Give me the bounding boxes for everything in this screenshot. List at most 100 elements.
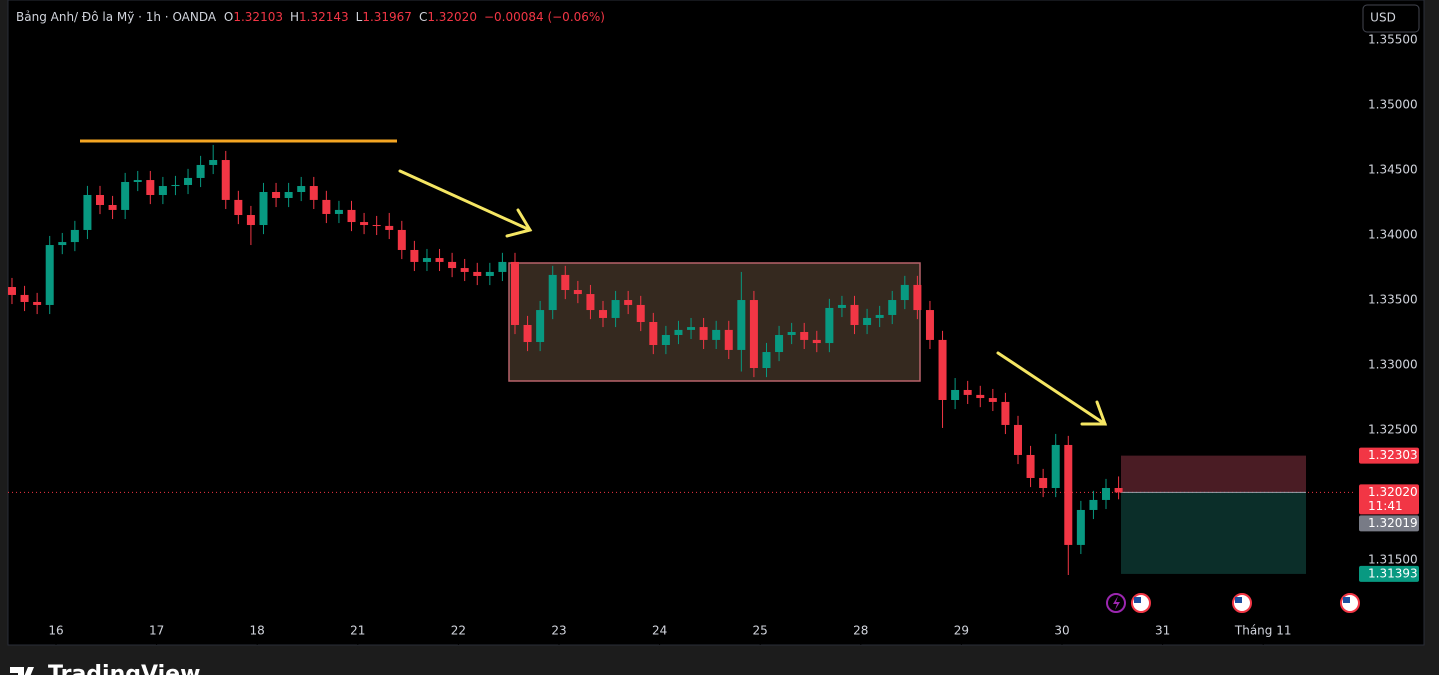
candle-body — [133, 180, 142, 182]
price-tag — [1359, 565, 1419, 582]
ohlc-key: H — [290, 10, 299, 24]
price-tag-countdown: 11:41 — [1368, 499, 1403, 513]
ohlc-value: 1.32020 — [427, 10, 477, 24]
price-tag-label: 1.32303 — [1368, 448, 1418, 462]
candle-body — [1001, 401, 1010, 425]
candle-body — [272, 192, 281, 198]
candle-body — [536, 310, 545, 343]
candle-body — [108, 205, 117, 210]
y-tick-label: 1.33000 — [1368, 358, 1418, 372]
candle-body — [1089, 499, 1098, 510]
price-tag — [1359, 515, 1419, 532]
candle-body — [674, 329, 683, 335]
currency-button[interactable] — [1362, 4, 1420, 33]
x-tick-label: 22 — [451, 624, 466, 638]
x-tick-label: 17 — [149, 624, 164, 638]
candle-body — [297, 186, 306, 193]
candle-body — [70, 229, 79, 243]
logo: TradingView — [10, 662, 200, 675]
flag-canton — [1235, 597, 1242, 603]
candle-body — [385, 225, 394, 230]
currency-label[interactable]: USD — [1370, 11, 1396, 25]
candle-body — [636, 304, 645, 322]
y-tick-label: 1.32500 — [1368, 423, 1418, 437]
candle-body — [58, 242, 67, 246]
candle-body — [900, 284, 909, 301]
candle-body — [322, 199, 331, 214]
candle-body — [1102, 487, 1111, 500]
candle-body — [171, 184, 180, 187]
y-tick-label: 1.31500 — [1368, 553, 1418, 567]
candle-body — [158, 186, 167, 195]
candle-body — [850, 304, 859, 325]
candle-body — [121, 181, 130, 210]
x-tick-label: 28 — [853, 624, 868, 638]
price-tag-label: 1.31393 — [1368, 566, 1418, 580]
candle-body — [699, 327, 708, 340]
candle-body — [473, 271, 482, 276]
candle-body — [787, 332, 796, 335]
candle-body — [221, 160, 230, 200]
ohlc-value: 1.31967 — [362, 10, 412, 24]
candle-body — [460, 268, 469, 272]
candle-body — [485, 271, 494, 276]
candle-body — [724, 329, 733, 350]
candle-body — [988, 398, 997, 402]
candle-body — [1114, 487, 1123, 493]
candle-body — [410, 249, 419, 262]
x-tick-label: Tháng 11 — [1234, 624, 1292, 638]
target-zone — [1121, 492, 1306, 574]
candle-body — [422, 258, 431, 262]
x-tick-label: 18 — [250, 624, 265, 638]
ohlc-value: 1.32143 — [299, 10, 349, 24]
candle-body — [523, 324, 532, 343]
price-tag — [1359, 484, 1419, 515]
candle-body — [360, 222, 369, 226]
candle-body — [184, 177, 193, 185]
candle-body — [963, 389, 972, 395]
candle-body — [1039, 477, 1048, 488]
candle-body — [1064, 444, 1073, 545]
candle-body — [234, 199, 243, 216]
symbol-legend: Bảng Anh/ Đô la Mỹ · 1h · OANDA O1.32103 H… — [16, 10, 605, 24]
candle-body — [737, 300, 746, 350]
ohlc-key: O — [224, 10, 233, 24]
candle-body — [498, 261, 507, 272]
candle-body — [863, 317, 872, 325]
candle-body — [649, 321, 658, 346]
candle-body — [1051, 444, 1060, 488]
candle-body — [196, 164, 205, 178]
y-tick-label: 1.35000 — [1368, 98, 1418, 112]
x-tick-label: 30 — [1054, 624, 1069, 638]
candle-body — [875, 314, 884, 318]
candle-body — [146, 180, 155, 195]
candle-body — [7, 287, 16, 295]
candle-body — [888, 300, 897, 315]
logo-mark — [10, 667, 34, 675]
flag-canton — [1343, 597, 1350, 603]
candle-body — [435, 258, 444, 262]
price-tag — [1359, 447, 1419, 464]
candle-body — [397, 229, 406, 250]
candle-body — [33, 301, 42, 305]
candle-body — [749, 300, 758, 369]
candle-body — [209, 160, 218, 165]
stop-zone — [1121, 455, 1306, 493]
candle-body — [586, 294, 595, 311]
candle-body — [599, 310, 608, 318]
ohlc-key: L — [356, 10, 363, 24]
candle-body — [951, 389, 960, 400]
candle-body — [800, 332, 809, 340]
trend-arrow — [398, 169, 533, 238]
candle-body — [611, 300, 620, 318]
candle-body — [661, 334, 670, 346]
candle-body — [246, 215, 255, 226]
candle-body — [1026, 454, 1035, 478]
candle-body — [259, 192, 268, 226]
candle-body — [812, 339, 821, 344]
candle-body — [775, 334, 784, 353]
candle-body — [510, 261, 519, 325]
candle-body — [938, 339, 947, 400]
candle-body — [96, 194, 105, 205]
